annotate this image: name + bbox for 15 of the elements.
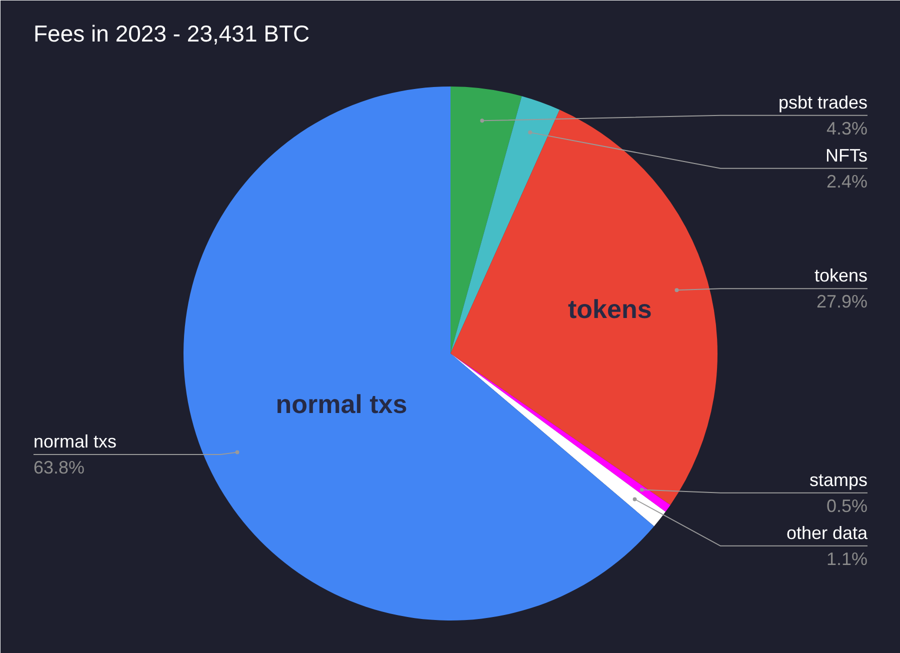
- data-label: 2.4%: [826, 171, 868, 192]
- data-label: 1.1%: [826, 548, 868, 569]
- slice-label: normal txs: [276, 388, 408, 419]
- data-label: 27.9%: [816, 292, 868, 312]
- data-label: 0.5%: [826, 496, 868, 516]
- slice-label: other data: [786, 522, 868, 543]
- slice-label: tokens: [814, 266, 868, 286]
- chart-title: Fees in 2023 - 23,431 BTC: [34, 20, 310, 46]
- slice-label: NFTs: [826, 145, 868, 166]
- slice-label: stamps: [809, 470, 868, 490]
- slice-label: normal txs: [34, 431, 117, 452]
- slice-label: psbt trades: [778, 92, 868, 112]
- data-label: 63.8%: [34, 457, 85, 478]
- slice-label: tokens: [568, 294, 652, 324]
- data-label: 4.3%: [826, 118, 868, 138]
